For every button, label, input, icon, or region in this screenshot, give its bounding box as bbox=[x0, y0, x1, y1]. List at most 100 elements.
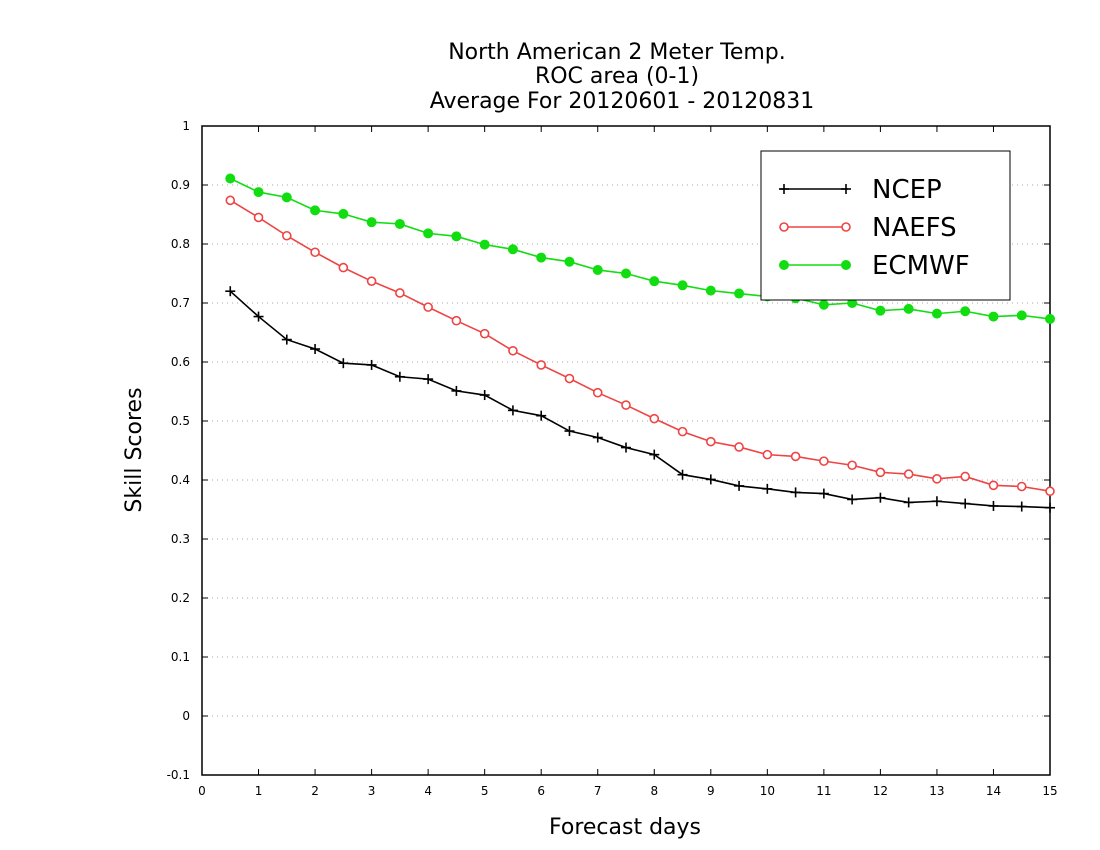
data-point-ncep bbox=[253, 311, 264, 322]
data-point-ncep bbox=[1016, 501, 1027, 512]
x-axis-label: Forecast days bbox=[549, 815, 701, 840]
plot-area-frame bbox=[201, 125, 1051, 776]
legend-box bbox=[760, 150, 1011, 301]
data-point-naefs bbox=[536, 360, 547, 370]
data-point-ecmwf bbox=[677, 280, 688, 291]
x-tick-label: 7 bbox=[594, 784, 602, 798]
data-point-ncep bbox=[705, 474, 716, 485]
legend-marker-naefs bbox=[841, 222, 851, 232]
data-point-naefs bbox=[225, 195, 236, 206]
legend-item-ecmwf: ECMWF bbox=[779, 251, 970, 281]
data-point-naefs bbox=[366, 276, 377, 286]
data-point-ecmwf bbox=[310, 205, 321, 216]
data-point-naefs bbox=[705, 436, 716, 447]
data-point-naefs bbox=[395, 288, 405, 298]
x-tick-label: 9 bbox=[707, 784, 715, 798]
x-tick-label: 13 bbox=[929, 784, 944, 798]
data-point-ncep bbox=[649, 449, 660, 460]
data-point-ecmwf bbox=[592, 264, 603, 275]
legend-label-ncep: NCEP bbox=[872, 175, 942, 205]
data-point-ncep bbox=[338, 358, 349, 369]
legend-marker-ncep bbox=[779, 184, 789, 194]
data-point-naefs bbox=[508, 345, 518, 356]
chart-title-line-2: ROC area (0-1) bbox=[535, 64, 699, 89]
data-point-naefs bbox=[847, 460, 857, 471]
data-point-ncep bbox=[423, 374, 434, 385]
data-point-naefs bbox=[451, 315, 462, 326]
y-tick-label: 0.2 bbox=[171, 591, 190, 605]
data-point-ecmwf bbox=[536, 252, 547, 263]
data-point-naefs bbox=[903, 469, 914, 479]
series-ecmwf bbox=[225, 173, 1055, 324]
data-point-ncep bbox=[931, 496, 942, 507]
data-point-ecmwf bbox=[621, 268, 631, 279]
data-point-naefs bbox=[1016, 481, 1027, 492]
data-point-ecmwf bbox=[649, 276, 660, 287]
data-point-naefs bbox=[677, 426, 688, 437]
data-point-ecmwf bbox=[988, 311, 999, 322]
data-point-ncep bbox=[790, 487, 801, 498]
data-point-ncep bbox=[479, 390, 490, 401]
data-point-naefs bbox=[253, 212, 264, 223]
data-point-ncep bbox=[621, 442, 631, 453]
series-naefs bbox=[225, 195, 1055, 497]
data-point-ncep bbox=[677, 469, 688, 480]
data-point-ncep bbox=[960, 498, 971, 509]
data-point-naefs bbox=[564, 373, 575, 384]
data-point-ncep bbox=[451, 385, 462, 396]
data-point-naefs bbox=[790, 451, 801, 462]
x-tick-label: 12 bbox=[873, 784, 888, 798]
data-point-ecmwf bbox=[253, 187, 264, 198]
data-point-ncep bbox=[366, 359, 377, 370]
data-point-ncep bbox=[762, 483, 773, 494]
data-point-ncep bbox=[847, 494, 858, 505]
data-point-ecmwf bbox=[931, 308, 942, 319]
x-tick-label: 0 bbox=[198, 784, 206, 798]
x-tick-label: 3 bbox=[368, 784, 376, 798]
x-tick-label: 10 bbox=[760, 784, 775, 798]
x-tick-label: 6 bbox=[537, 784, 545, 798]
x-tick-label: 4 bbox=[424, 784, 432, 798]
data-point-naefs bbox=[762, 449, 773, 460]
x-tick-label: 1 bbox=[255, 784, 263, 798]
legend-item-ncep: NCEP bbox=[779, 175, 942, 205]
data-point-ecmwf bbox=[479, 239, 490, 250]
data-point-ecmwf bbox=[507, 244, 518, 255]
y-axis-label: Skill Scores bbox=[122, 387, 147, 512]
x-tick-label: 11 bbox=[816, 784, 831, 798]
data-point-ecmwf bbox=[1045, 313, 1055, 324]
data-point-ecmwf bbox=[338, 208, 349, 219]
data-point-ecmwf bbox=[281, 192, 292, 203]
data-point-ecmwf bbox=[903, 303, 914, 314]
y-tick-label: 0.1 bbox=[171, 650, 190, 664]
data-point-naefs bbox=[819, 456, 829, 466]
series-line-ncep bbox=[229, 290, 1051, 509]
y-tick-label: 0.9 bbox=[171, 178, 190, 192]
legend-label-ecmwf: ECMWF bbox=[872, 251, 970, 281]
data-point-ecmwf bbox=[225, 173, 236, 184]
data-point-naefs bbox=[423, 302, 433, 312]
data-point-ncep bbox=[734, 480, 745, 491]
y-tick-label: 0.7 bbox=[171, 296, 190, 310]
chart-title-line-3: Average For 20120601 - 20120831 bbox=[430, 89, 815, 114]
data-point-ncep bbox=[988, 500, 999, 511]
data-point-naefs bbox=[338, 262, 349, 273]
legend-marker-naefs bbox=[779, 222, 789, 232]
chart-title-line-1: North American 2 Meter Temp. bbox=[448, 40, 786, 65]
data-point-ecmwf bbox=[818, 299, 829, 310]
data-point-ecmwf bbox=[423, 228, 434, 239]
x-tick-label: 8 bbox=[650, 784, 658, 798]
data-point-ncep bbox=[818, 488, 829, 499]
series-ncep bbox=[225, 286, 1055, 513]
data-point-ncep bbox=[536, 410, 547, 421]
x-tick-label: 5 bbox=[481, 784, 489, 798]
data-point-ncep bbox=[310, 344, 321, 355]
data-point-naefs bbox=[988, 480, 999, 491]
data-point-ncep bbox=[564, 426, 575, 437]
data-point-ncep bbox=[507, 405, 518, 416]
data-point-ecmwf bbox=[960, 306, 971, 317]
legend: NCEP NAEFS ECMWF bbox=[760, 150, 1011, 301]
series-layer bbox=[225, 173, 1055, 513]
data-point-naefs bbox=[310, 247, 320, 258]
